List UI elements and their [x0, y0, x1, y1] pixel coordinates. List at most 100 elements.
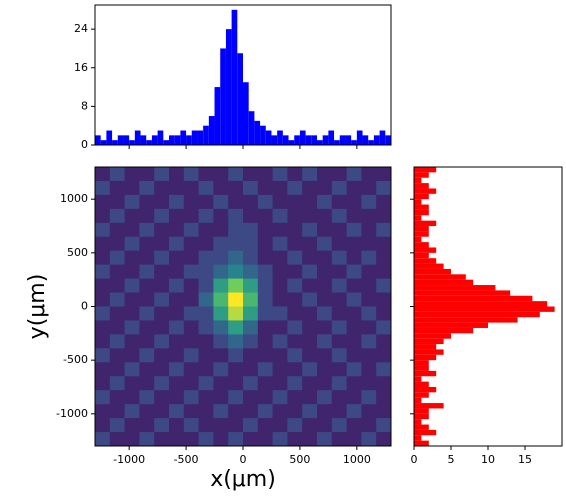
histogram-bar — [414, 242, 429, 248]
heatmap-cell — [287, 250, 303, 266]
histogram-bar — [414, 327, 474, 334]
heatmap-cell — [139, 334, 155, 349]
heatmap-cell — [331, 334, 348, 349]
heatmap-cell — [272, 292, 288, 307]
heatmap-cell — [257, 250, 274, 266]
heatmap-cell — [109, 348, 126, 363]
heatmap-cell — [198, 376, 214, 391]
heatmap-cell — [287, 208, 303, 224]
heatmap-cell — [346, 278, 362, 294]
heatmap-cell — [124, 292, 140, 307]
histogram-bar — [299, 130, 306, 145]
heatmap-cell — [346, 362, 362, 377]
heatmap-cell — [213, 278, 229, 294]
heatmap-cell — [198, 404, 214, 419]
heatmap-cell — [183, 334, 200, 349]
heatmap-cell — [317, 418, 333, 433]
heatmap-cell — [154, 432, 170, 447]
heatmap-cell — [302, 180, 318, 196]
heatmap-cell — [198, 418, 214, 433]
heatmap-cell — [124, 404, 140, 419]
histogram-bar — [414, 295, 533, 302]
heatmap-cell — [213, 292, 229, 307]
heatmap-cell — [198, 250, 214, 266]
heatmap-cell — [361, 376, 377, 391]
heatmap-cell — [287, 376, 303, 391]
heatmap-cell — [302, 264, 318, 280]
heatmap-cell — [346, 222, 362, 238]
heatmap-cell — [331, 167, 348, 182]
heatmap-cell — [287, 222, 303, 238]
heatmap-cell — [154, 320, 170, 335]
heatmap-cell — [331, 278, 348, 294]
heatmap-cell — [124, 278, 140, 294]
heatmap-cell — [272, 320, 288, 335]
heatmap-cell — [257, 180, 274, 196]
heatmap-cell — [228, 194, 244, 210]
heatmap-cell — [331, 404, 348, 419]
histogram-bar — [414, 236, 422, 243]
histogram-bar — [151, 135, 158, 145]
heatmap-cell — [228, 222, 244, 238]
heatmap-cell — [109, 167, 126, 182]
y-tick-label: 24 — [74, 22, 88, 35]
heatmap-cell — [331, 180, 348, 196]
heatmap-cell — [361, 432, 377, 447]
heatmap-cell — [228, 208, 244, 224]
histogram-bar — [414, 209, 429, 216]
heatmap-cell — [376, 278, 392, 294]
heatmap-cell — [95, 404, 111, 419]
heatmap-cell — [95, 236, 111, 252]
heatmap-cell — [287, 292, 303, 307]
heatmap-cell — [154, 404, 170, 419]
heatmap-cell — [139, 250, 155, 266]
heatmap-cell — [213, 264, 229, 280]
histogram-bar — [414, 360, 429, 366]
y-axis-label: y(μm) — [25, 274, 50, 340]
heatmap-cell — [154, 362, 170, 377]
histogram-bar — [414, 226, 429, 232]
y-tick-label: -500 — [63, 353, 88, 366]
heatmap-cell — [302, 320, 318, 335]
heatmap-cell — [272, 362, 288, 377]
heatmap-cell — [95, 320, 111, 335]
histogram-bar — [414, 247, 437, 253]
histogram-bar — [260, 125, 266, 145]
heatmap-cell — [109, 334, 126, 349]
histogram-bar — [180, 130, 187, 145]
heatmap-cell — [109, 208, 126, 224]
histogram-bar — [414, 311, 540, 318]
heatmap-cell — [302, 222, 318, 238]
heatmap-cell — [287, 194, 303, 210]
heatmap-cell — [243, 432, 259, 447]
heatmap-cell — [361, 222, 377, 238]
heatmap-cell — [317, 208, 333, 224]
heatmap-cell — [376, 334, 392, 349]
heatmap-cell — [228, 362, 244, 377]
heatmap-cell — [95, 390, 111, 405]
histogram-bar — [414, 317, 518, 323]
heatmap-cell — [361, 334, 377, 349]
x-tick-label: -500 — [174, 453, 199, 466]
y-tick-label: 8 — [81, 99, 88, 112]
heatmap-cell — [139, 418, 155, 433]
histogram-bar — [157, 130, 164, 145]
heatmap-cell — [154, 264, 170, 280]
heatmap-cell — [287, 334, 303, 349]
heatmap-cell — [183, 404, 200, 419]
heatmap-cell — [272, 376, 288, 391]
heatmap-cell — [243, 264, 259, 280]
heatmap-cell — [213, 194, 229, 210]
heatmap-cell — [154, 292, 170, 307]
heatmap-cell — [183, 264, 200, 280]
heatmap-cell — [169, 418, 185, 433]
histogram-bar — [146, 140, 152, 145]
histogram-bar — [123, 135, 130, 145]
heatmap-cell — [139, 278, 155, 294]
heatmap-cell — [169, 320, 185, 335]
histogram-bar — [163, 140, 169, 145]
histogram-bar — [117, 135, 124, 145]
heatmap-cell — [331, 390, 348, 405]
histogram-bar — [294, 135, 300, 145]
x-tick-label: 1000 — [343, 453, 371, 466]
